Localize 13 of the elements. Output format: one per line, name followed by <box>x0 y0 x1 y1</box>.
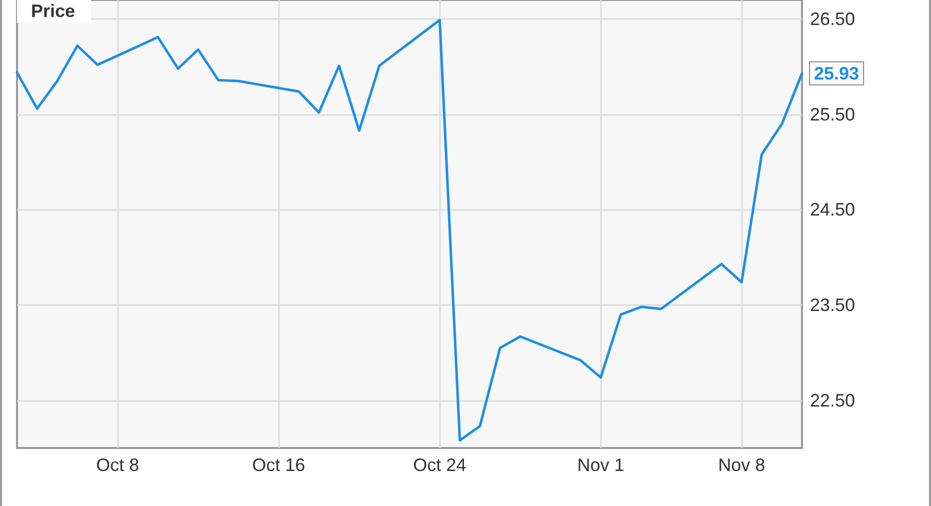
x-tick-label: Oct 8 <box>96 455 140 475</box>
y-tick-label: 25.50 <box>810 104 856 124</box>
data-label: 25.93 <box>814 63 860 84</box>
x-tick-label: Nov 8 <box>718 455 766 475</box>
line-series <box>16 18 804 442</box>
chart-title: Price <box>31 1 76 21</box>
y-tick-label: 22.50 <box>810 390 856 410</box>
y-tick-label: 23.50 <box>810 295 856 316</box>
y-tick-label: 26.50 <box>810 9 856 30</box>
x-tick-label: Oct 24 <box>413 455 466 475</box>
x-tick-label: Oct 16 <box>252 455 306 475</box>
y-tick-label: 24.50 <box>810 200 856 220</box>
x-tick-label: Nov 1 <box>577 455 624 475</box>
